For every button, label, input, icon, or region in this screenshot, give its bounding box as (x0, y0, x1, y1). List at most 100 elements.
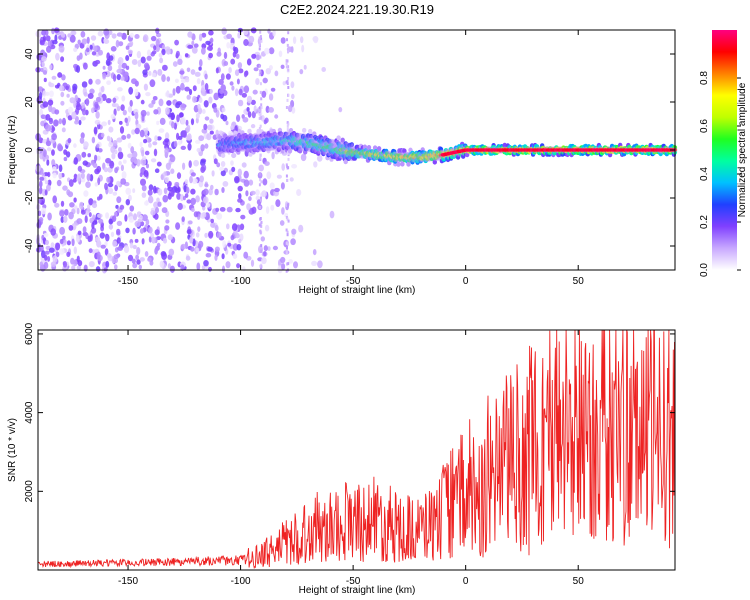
heatmap-cell (175, 50, 180, 57)
heatmap-cell (157, 201, 162, 207)
heatmap-cell (246, 95, 253, 104)
x-tick-label: -50 (346, 576, 361, 587)
heatmap-cell (236, 147, 241, 152)
heatmap-cell (83, 91, 88, 97)
heatmap-cell (131, 59, 138, 65)
heatmap-cell (152, 96, 158, 101)
heatmap-cell (128, 86, 134, 95)
heatmap-cell (311, 260, 318, 266)
heatmap-cell (68, 211, 74, 220)
heatmap-cell (158, 128, 165, 133)
heatmap-cell (259, 113, 262, 117)
heatmap-cell (112, 240, 117, 247)
heatmap-cell (44, 250, 50, 255)
heatmap-cell (81, 151, 87, 158)
heatmap-cell (198, 33, 203, 42)
heatmap-cell (225, 261, 231, 269)
heatmap-cell (191, 40, 195, 46)
heatmap-cell (139, 228, 144, 234)
heatmap-cell (232, 253, 238, 259)
heatmap-cell (266, 171, 272, 180)
heatmap-cell (222, 181, 229, 187)
heatmap-cell (79, 137, 85, 144)
heatmap-cell (162, 194, 169, 203)
heatmap-cell (72, 259, 78, 267)
heatmap-cell (103, 267, 108, 272)
heatmap-cell (293, 261, 298, 269)
heatmap-cell (86, 47, 90, 53)
heatmap-cell (286, 124, 289, 128)
heatmap-cell (287, 219, 290, 223)
heatmap-cell (73, 157, 79, 165)
heatmap-cell (286, 233, 289, 237)
heatmap-cell (142, 34, 149, 43)
heatmap-cell (259, 217, 262, 221)
heatmap-cell (286, 262, 288, 266)
heatmap-cell (83, 62, 88, 70)
heatmap-cell (156, 32, 162, 38)
heatmap-cell (73, 173, 78, 180)
heatmap-cell (214, 246, 220, 252)
heatmap-cell (174, 39, 180, 46)
heatmap-cell (235, 53, 240, 59)
heatmap-cell (300, 153, 307, 162)
heatmap-cell (172, 61, 178, 67)
heatmap-cell (181, 216, 185, 223)
heatmap-cell (231, 85, 235, 91)
heatmap-cell (38, 91, 43, 100)
heatmap-cell (208, 52, 214, 59)
heatmap-cell (259, 124, 262, 128)
heatmap-cell (97, 148, 103, 153)
heatmap-cell (159, 57, 164, 64)
heatmap-cell (213, 92, 219, 101)
heatmap-cell (203, 196, 209, 204)
heatmap-cell (281, 163, 286, 171)
heatmap-cell (196, 262, 201, 271)
heatmap-cell (105, 260, 110, 268)
heatmap-cell (60, 56, 65, 62)
heatmap-cell (286, 98, 289, 102)
heatmap-cell (55, 242, 61, 251)
heatmap-cell (108, 30, 113, 35)
heatmap-cell (208, 188, 214, 196)
snr-panel: -150 -100 -50 0 50 2000 4000 6000 Height of st… (7, 322, 676, 596)
heatmap-cell (169, 265, 175, 273)
heatmap-cell (140, 56, 146, 64)
heatmap-cell (81, 81, 88, 88)
heatmap-cell (251, 53, 257, 59)
heatmap-cell (54, 34, 58, 42)
heatmap-cell (210, 222, 216, 228)
heatmap-cell (201, 32, 207, 38)
heatmap-cell (67, 137, 72, 144)
heatmap-cell (237, 198, 243, 203)
heatmap-cell (236, 244, 242, 251)
heatmap-cell (52, 195, 57, 204)
heatmap-cell (162, 237, 168, 244)
heatmap-cell (188, 160, 192, 169)
heatmap-cell (51, 149, 55, 156)
heatmap-cell (216, 212, 223, 220)
heatmap-cell (129, 242, 134, 249)
heatmap-cell (261, 90, 267, 98)
heatmap-cell (110, 114, 116, 120)
heatmap-cell (195, 195, 200, 203)
heatmap-cell (83, 264, 88, 272)
heatmap-cell (259, 264, 262, 268)
heatmap-cell (51, 126, 56, 132)
heatmap-cell (127, 115, 131, 123)
heatmap-cell (129, 32, 134, 38)
heatmap-cell (148, 184, 154, 191)
heatmap-cell (258, 206, 261, 210)
heatmap-cell (98, 49, 103, 56)
heatmap-cell (189, 175, 193, 184)
heatmap-cell (267, 28, 271, 34)
heatmap-cell (237, 62, 243, 69)
heatmap-cell (92, 214, 96, 220)
heatmap-cell (108, 218, 114, 225)
heatmap-cell (174, 181, 180, 188)
heatmap-cell (247, 128, 252, 134)
heatmap-cell (180, 103, 186, 111)
heatmap-cell (49, 64, 53, 70)
heatmap-cell (62, 117, 66, 126)
heatmap-cell (237, 99, 244, 107)
